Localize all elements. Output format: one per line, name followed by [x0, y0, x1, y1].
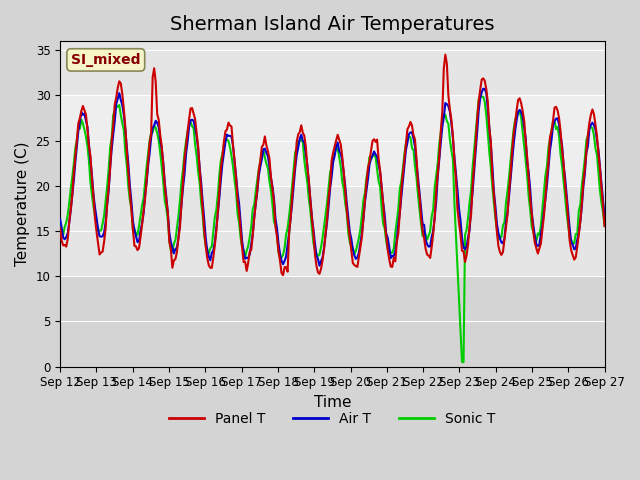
Y-axis label: Temperature (C): Temperature (C) [15, 142, 30, 266]
Text: SI_mixed: SI_mixed [71, 53, 141, 67]
Bar [60, 186, 605, 276]
Bar [60, 276, 605, 367]
Bar [60, 41, 605, 96]
Title: Sherman Island Air Temperatures: Sherman Island Air Temperatures [170, 15, 495, 34]
Bar [60, 96, 605, 186]
Legend: Panel T, Air T, Sonic T: Panel T, Air T, Sonic T [164, 406, 501, 432]
X-axis label: Time: Time [314, 395, 351, 410]
